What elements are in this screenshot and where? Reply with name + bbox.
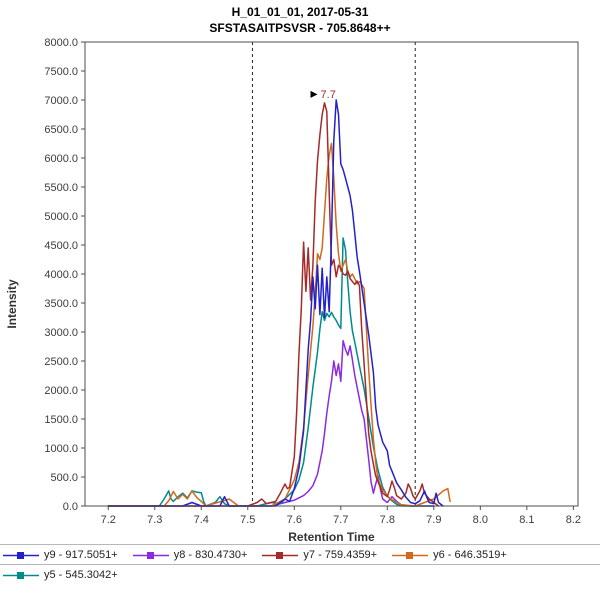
- series-line-y5: [107, 237, 435, 507]
- legend: y9 - 917.5051+ y8 - 830.4730+ y7 - 759.435…: [0, 544, 600, 584]
- y-tick-label: 5000.0: [44, 211, 78, 223]
- peak-apex-label: 7.7: [321, 89, 336, 101]
- series-line-y8: [107, 340, 435, 507]
- y-tick-label: 6000.0: [44, 153, 78, 165]
- legend-swatch-y9-icon: [3, 551, 39, 559]
- x-tick-label: 7.3: [147, 514, 162, 526]
- legend-label-y5: y5 - 545.3042+: [44, 569, 118, 582]
- x-tick-label: 8.1: [519, 514, 534, 526]
- x-tick-label: 7.5: [240, 514, 255, 526]
- legend-label-y7: y7 - 759.4359+: [303, 549, 378, 562]
- y-tick-label: 3500.0: [44, 298, 78, 310]
- legend-row-0: y9 - 917.5051+ y8 - 830.4730+ y7 - 759.435…: [0, 544, 600, 564]
- x-tick-label: 7.8: [380, 514, 395, 526]
- y-tick-label: 8000.0: [44, 37, 78, 49]
- legend-item-y8: y8 - 830.4730+: [132, 549, 248, 562]
- legend-label-y9: y9 - 917.5051+: [44, 549, 118, 562]
- x-tick-label: 7.2: [101, 514, 116, 526]
- y-tick-label: 6500.0: [44, 124, 78, 136]
- legend-swatch-y8-icon: [132, 551, 169, 559]
- legend-label-y6: y6 - 646.3519+: [433, 549, 507, 562]
- chart-subtitle: SFSTASAITPSVSR - 705.8648++: [209, 20, 391, 35]
- legend-item-y7: y7 - 759.4359+: [261, 549, 377, 561]
- chromatogram-plot[interactable]: 7.2 7.3 7.4 7.5 7.6 7.7 7.8 7.9 8.0 8.1 8.2 0.0 500.…: [0, 36, 600, 544]
- peak-apex-arrow-icon: [310, 91, 318, 99]
- y-axis-title: Intensity: [5, 279, 19, 329]
- chart-titles: H_01_01_01, 2017-05-31 SFSTASAITPSVSR - …: [0, 0, 600, 36]
- y-tick-label: 0.0: [63, 501, 78, 513]
- chart-title: H_01_01_01, 2017-05-31: [231, 5, 369, 19]
- plot-border: [84, 41, 579, 507]
- legend-item-y9: y9 - 917.5051+: [2, 549, 118, 561]
- y-tick-label: 2000.0: [44, 385, 78, 397]
- y-tick-label: 500.0: [50, 472, 78, 484]
- x-tick-label: 7.4: [194, 514, 209, 526]
- legend-swatch-y5-icon: [3, 571, 39, 579]
- x-tick-label: 8.2: [566, 514, 581, 526]
- y-tick-label: 5500.0: [44, 182, 78, 194]
- legend-item-y5: y5 - 545.3042+: [2, 569, 118, 581]
- x-tick-label: 7.6: [287, 514, 302, 526]
- series-line-y9: [107, 99, 444, 507]
- legend-item-y6: y6 - 646.3519+: [391, 549, 507, 561]
- x-tick-label: 7.7: [333, 514, 348, 526]
- x-axis-title: Retention Time: [288, 530, 375, 544]
- series-line-y6: [107, 142, 451, 507]
- x-tick-label: 7.9: [426, 514, 441, 526]
- legend-row-1: y5 - 545.3042+: [0, 564, 600, 584]
- x-tick-label: 8.0: [473, 514, 488, 526]
- y-tick-label: 4000.0: [44, 269, 78, 281]
- y-tick-label: 1000.0: [44, 443, 78, 455]
- y-tick-label: 2500.0: [44, 356, 78, 368]
- legend-label-y8: y8 - 830.4730+: [173, 549, 248, 562]
- series-line-y7: [107, 102, 440, 507]
- legend-swatch-y6-icon: [392, 551, 429, 559]
- y-tick-label: 7000.0: [44, 95, 78, 107]
- y-tick-label: 4500.0: [44, 240, 78, 252]
- y-tick-label: 3000.0: [44, 327, 78, 339]
- y-tick-label: 1500.0: [44, 414, 78, 426]
- legend-swatch-y7-icon: [262, 551, 299, 559]
- y-tick-label: 7500.0: [44, 66, 78, 78]
